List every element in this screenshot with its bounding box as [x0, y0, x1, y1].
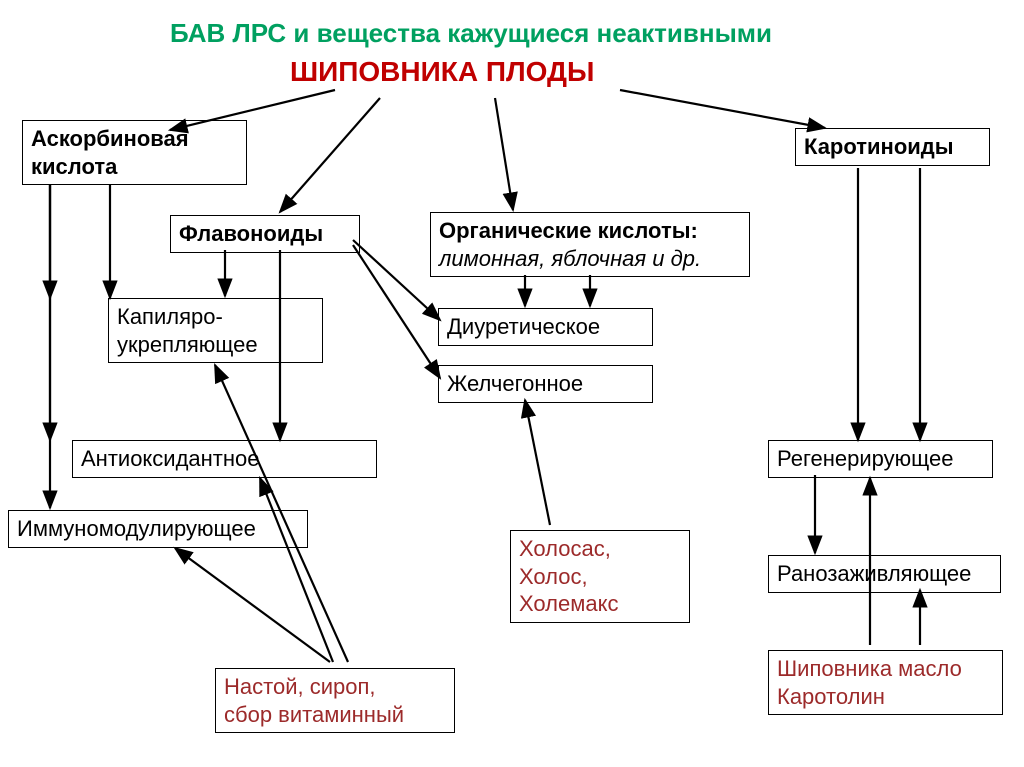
- node-choleretic: Желчегонное: [438, 365, 653, 403]
- node-antioxidant: Антиоксидантное: [72, 440, 377, 478]
- main-title: БАВ ЛРС и вещества кажущиеся неактивными: [170, 18, 772, 49]
- node-capillary: Капиляро-укрепляющее: [108, 298, 323, 363]
- node-flavonoids: Флавоноиды: [170, 215, 360, 253]
- node-immunomodulating: Иммуномодулирующее: [8, 510, 308, 548]
- node-wound-healing: Ранозаживляющее: [768, 555, 1001, 593]
- node-holosas: Холосас,Холос,Холемакс: [510, 530, 690, 623]
- node-regenerating: Регенерирующее: [768, 440, 993, 478]
- node-ascorbic: Аскорбиноваякислота: [22, 120, 247, 185]
- sub-title: ШИПОВНИКА ПЛОДЫ: [290, 56, 594, 88]
- node-carotenoids: Каротиноиды: [795, 128, 990, 166]
- node-rosehip-oil: Шиповника маслоКаротолин: [768, 650, 1003, 715]
- node-infusion: Настой, сироп,сбор витаминный: [215, 668, 455, 733]
- node-organic-acids: Органические кислоты:лимонная, яблочная …: [430, 212, 750, 277]
- node-diuretic: Диуретическое: [438, 308, 653, 346]
